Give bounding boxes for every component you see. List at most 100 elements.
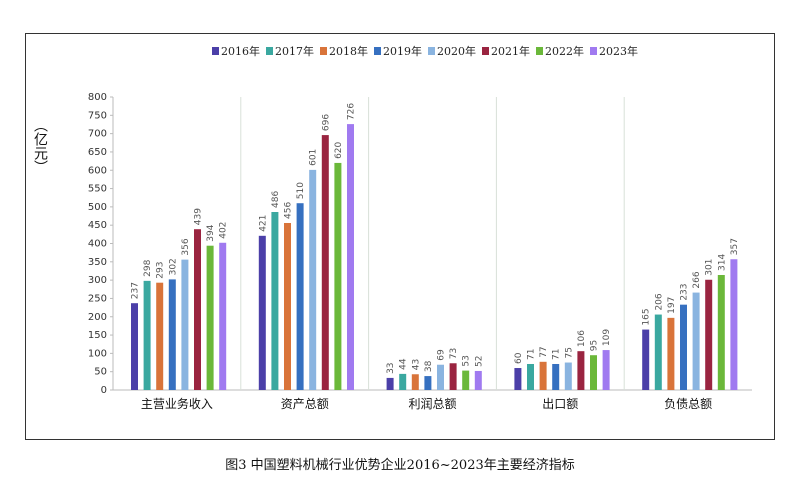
data-label: 314	[717, 254, 727, 271]
data-label: 38	[424, 360, 434, 372]
data-label: 301	[705, 259, 715, 276]
bar	[156, 282, 164, 390]
data-label: 71	[527, 349, 537, 360]
y-tick-label: 0	[101, 385, 107, 396]
legend-swatch	[320, 47, 327, 55]
data-label: 52	[474, 356, 484, 367]
x-tick-label: 主营业务收入	[141, 396, 213, 411]
legend-swatch	[482, 47, 489, 55]
legend-label: 2017年	[275, 44, 314, 58]
data-label: 439	[194, 208, 204, 225]
x-tick-label: 利润总额	[408, 397, 456, 411]
data-label: 197	[667, 297, 677, 314]
bar	[206, 245, 214, 390]
bar	[411, 374, 419, 390]
y-tick-label: 200	[88, 312, 107, 323]
data-label: 60	[514, 352, 524, 364]
bar	[717, 274, 725, 390]
data-label: 726	[347, 103, 357, 120]
bar	[449, 363, 457, 390]
data-label: 33	[386, 362, 396, 373]
bar	[602, 350, 610, 390]
bar	[219, 242, 227, 390]
bar	[168, 279, 176, 390]
y-axis-label: （亿元）	[32, 118, 48, 174]
data-label: 402	[219, 222, 229, 239]
data-label: 510	[296, 182, 306, 199]
bar	[424, 376, 432, 390]
data-label: 71	[552, 349, 562, 360]
y-tick-label: 550	[88, 184, 107, 195]
data-label: 44	[399, 358, 409, 370]
bar	[258, 235, 266, 390]
y-tick-label: 300	[88, 275, 107, 286]
legend-swatch	[536, 47, 543, 55]
legend-swatch	[374, 47, 381, 55]
bar	[552, 363, 560, 390]
legend-swatch	[266, 47, 273, 55]
legend-label: 2021年	[491, 44, 530, 58]
bar	[577, 351, 585, 390]
legend-label: 2022年	[545, 44, 584, 58]
bar	[514, 368, 522, 390]
bar	[462, 370, 470, 390]
data-label: 73	[449, 348, 459, 359]
y-tick-label: 600	[88, 165, 107, 176]
bar	[271, 212, 279, 390]
bar	[654, 314, 662, 390]
bar	[564, 362, 572, 390]
data-label: 394	[206, 224, 216, 241]
data-label: 109	[602, 329, 612, 346]
y-tick-label: 150	[88, 330, 107, 341]
y-tick-label: 450	[88, 220, 107, 231]
data-label: 293	[156, 262, 166, 279]
bar	[181, 259, 189, 390]
bar	[527, 363, 534, 390]
bar	[590, 355, 597, 390]
bar	[194, 229, 201, 390]
data-label: 69	[437, 349, 447, 361]
data-label: 106	[577, 330, 587, 347]
legend-label: 2020年	[437, 44, 476, 58]
data-label: 237	[131, 282, 141, 299]
bar	[321, 135, 329, 390]
data-label: 266	[692, 271, 702, 288]
bar	[143, 280, 151, 390]
bar	[386, 377, 394, 390]
bar	[730, 259, 738, 390]
data-label: 95	[590, 340, 600, 351]
data-label: 456	[284, 202, 294, 219]
data-label: 601	[309, 149, 319, 166]
y-tick-label: 750	[88, 110, 107, 121]
chart-frame	[25, 33, 775, 440]
bar	[334, 162, 342, 390]
legend-swatch	[212, 47, 219, 55]
bar	[284, 222, 291, 390]
x-tick-label: 负债总额	[664, 397, 712, 411]
bar	[399, 373, 407, 390]
data-label: 620	[334, 141, 344, 158]
legend-label: 2023年	[599, 44, 638, 58]
data-label: 206	[654, 293, 664, 310]
data-label: 75	[564, 347, 574, 358]
y-tick-label: 650	[88, 147, 107, 158]
data-label: 302	[168, 258, 178, 275]
bar	[705, 279, 713, 390]
legend-label: 2019年	[383, 44, 422, 58]
y-tick-label: 100	[88, 348, 107, 359]
bar	[347, 124, 354, 390]
y-tick-label: 350	[88, 257, 107, 268]
bar	[474, 370, 482, 390]
data-label: 421	[258, 215, 268, 232]
bar	[131, 303, 138, 390]
data-label: 696	[321, 114, 331, 131]
y-tick-label: 500	[88, 202, 107, 213]
x-tick-label: 出口额	[542, 397, 578, 411]
legend-swatch	[590, 47, 597, 55]
y-tick-label: 800	[88, 92, 107, 103]
y-tick-label: 250	[88, 293, 107, 304]
bar	[692, 292, 700, 390]
bar-chart: 2016年 2017年 2018年 2019年 2020年 2021年 2022年 2023年…	[32, 44, 752, 411]
bar	[642, 329, 650, 390]
legend-label: 2018年	[329, 44, 368, 58]
